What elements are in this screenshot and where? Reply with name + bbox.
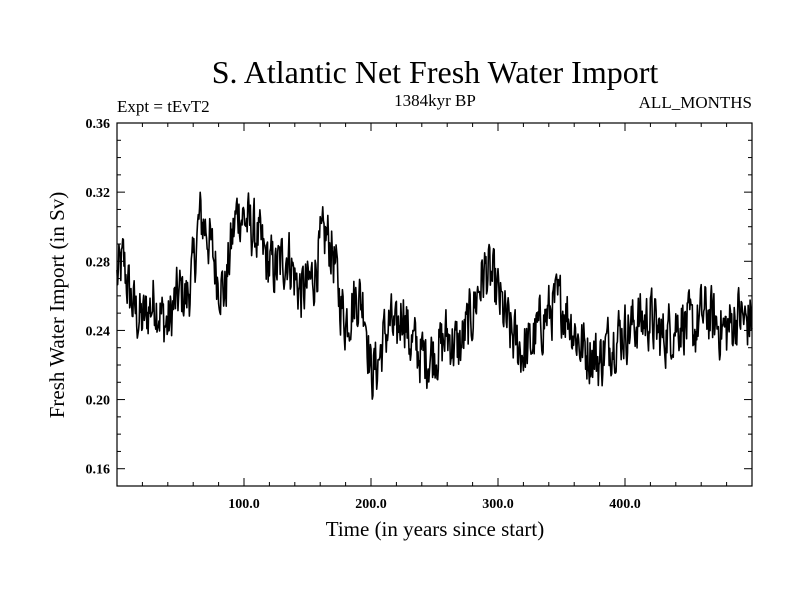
plot-frame xyxy=(116,122,753,487)
axis-ticks xyxy=(117,122,752,486)
months-label: ALL_MONTHS xyxy=(639,93,752,112)
y-tick-label: 0.32 xyxy=(86,186,111,201)
x-tick-label: 100.0 xyxy=(228,497,260,512)
chart-title: S. Atlantic Net Fresh Water Import xyxy=(212,54,659,90)
x-tick-label: 400.0 xyxy=(609,497,641,512)
y-axis-label: Fresh Water Import (in Sv) xyxy=(45,192,69,419)
y-tick-label: 0.20 xyxy=(86,394,111,409)
x-tick-label: 300.0 xyxy=(482,497,514,512)
x-tick-label: 200.0 xyxy=(355,497,387,512)
period-label: 1384kyr BP xyxy=(394,91,476,110)
y-tick-label: 0.16 xyxy=(86,463,111,478)
y-tick-label: 0.28 xyxy=(86,255,111,270)
experiment-label: Expt = tEvT2 xyxy=(117,97,210,116)
data-line xyxy=(116,191,753,400)
y-tick-label: 0.24 xyxy=(86,324,111,339)
y-tick-label: 0.36 xyxy=(86,117,111,132)
axis-tick-labels: 100.0 200.0 300.0 400.0 0.16 0.20 0.24 0.28 0.32… xyxy=(86,117,641,512)
x-axis-label: Time (in years since start) xyxy=(326,517,545,541)
